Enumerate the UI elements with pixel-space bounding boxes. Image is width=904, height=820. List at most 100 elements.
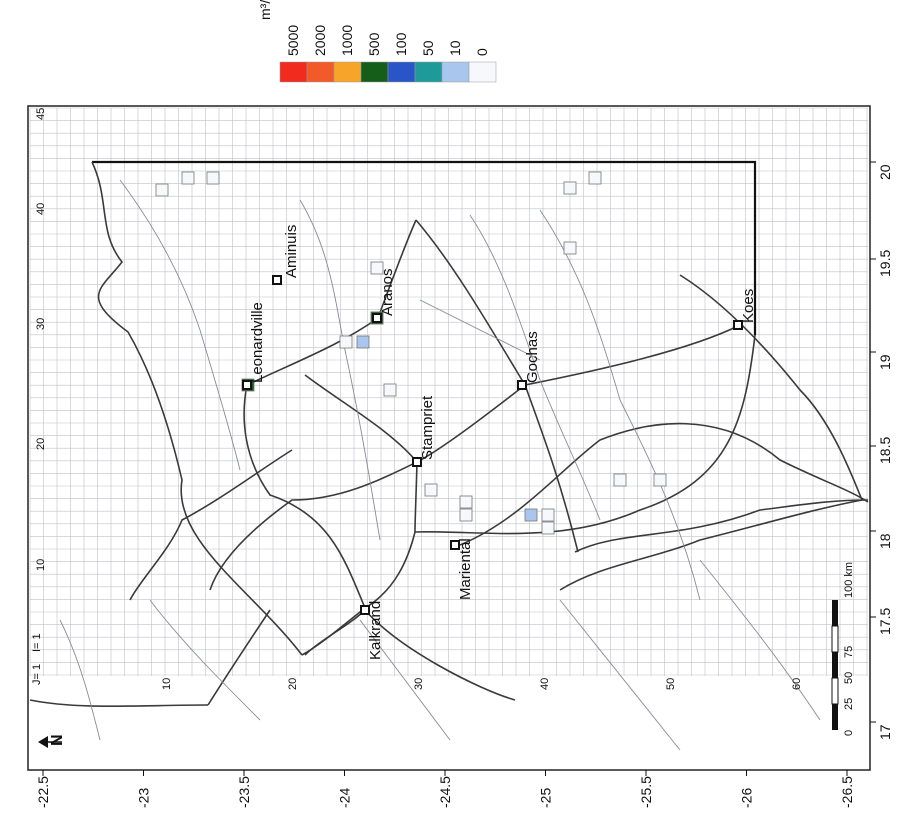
map-frame xyxy=(27,105,871,771)
legend-labels: 5000 2000 1000 500 100 50 10 0 xyxy=(285,25,490,56)
abstraction-cell xyxy=(653,473,667,487)
legend-swatch xyxy=(414,61,443,83)
grid-origin-i-label: I= 1 xyxy=(31,633,43,652)
grid-column-tick: 10 xyxy=(35,559,47,571)
town-marker xyxy=(450,540,460,550)
legend-swatch xyxy=(441,61,470,83)
grid-row-tick: 30 xyxy=(413,678,425,690)
longitude-tick: 17 xyxy=(877,724,893,740)
town-label: Aranos xyxy=(379,268,396,316)
grid-row-tick-labels: 10 20 30 40 50 60 xyxy=(161,678,803,690)
legend-swatch xyxy=(333,61,362,83)
longitude-tick: 19.5 xyxy=(877,250,893,277)
town-marker xyxy=(733,320,743,330)
latitude-tick: -25 xyxy=(538,788,554,808)
latitude-tick: -26 xyxy=(739,788,755,808)
scale-bar-label: 100 km xyxy=(843,562,855,598)
legend-swatch xyxy=(360,61,389,83)
grid-column-tick: 40 xyxy=(35,203,47,215)
latitude-tick: -22.5 xyxy=(35,776,51,808)
town-label: Stampriet xyxy=(419,395,436,460)
abstraction-cell xyxy=(356,335,370,349)
grid-origin-j-label: J= 1 xyxy=(31,664,43,685)
latitude-tick: -23 xyxy=(136,788,152,808)
town-label: Leonardville xyxy=(249,302,266,383)
abstraction-cell xyxy=(424,483,438,497)
scale-bar-label: 25 xyxy=(843,698,855,710)
legend-class-label: 0 xyxy=(474,48,490,56)
abstraction-cell xyxy=(155,183,169,197)
longitude-tick: 18.5 xyxy=(877,437,893,464)
town-marker xyxy=(360,605,370,615)
abstraction-cell xyxy=(459,508,473,522)
abstraction-cell xyxy=(541,521,555,535)
longitude-tick-labels: 17 17.5 18 18.5 19 19.5 20 xyxy=(870,161,893,740)
town-label: Mariental xyxy=(457,538,474,600)
legend-class-label: 5000 xyxy=(285,25,301,56)
latitude-tick-labels: -22.5 -23 -23.5 -24 -24.5 -25 -25.5 -26 -26.5 xyxy=(35,770,855,808)
legend-class-label: 500 xyxy=(366,32,382,56)
legend-swatch xyxy=(468,61,497,83)
longitude-tick: 18 xyxy=(877,533,893,549)
town-marker xyxy=(372,313,382,323)
town-label: Aminuis xyxy=(283,225,300,278)
town-label: Gochas xyxy=(524,331,541,383)
scale-bar-labels: 0 25 50 75 100 km xyxy=(843,562,855,736)
grid-row-tick: 40 xyxy=(539,678,551,690)
longitude-tick: 20 xyxy=(877,164,893,180)
town-marker xyxy=(517,380,527,390)
grid-column-tick: 30 xyxy=(35,318,47,330)
town-markers: Aminuis Leonardville Aranos Stampriet Gochas… xyxy=(242,225,757,660)
abstraction-cell xyxy=(339,335,353,349)
legend: m³/d 5000 2000 1000 500 100 50 10 0 xyxy=(257,0,497,83)
longitude-tick: 17.5 xyxy=(877,608,893,635)
model-boundary xyxy=(92,160,757,335)
legend-swatch xyxy=(387,61,416,83)
abstraction-cell xyxy=(206,171,220,185)
scale-bar-label: 75 xyxy=(843,646,855,658)
scale-bar-label: 50 xyxy=(843,672,855,684)
abstraction-cell xyxy=(588,171,602,185)
abstraction-cell xyxy=(613,473,627,487)
grid-row-tick: 10 xyxy=(161,678,173,690)
abstraction-cell xyxy=(181,171,195,185)
scale-bar-label: 0 xyxy=(843,730,855,736)
legend-swatch xyxy=(279,61,308,83)
town-label: Koes xyxy=(740,289,757,323)
town-marker xyxy=(412,457,422,467)
longitude-tick: 19 xyxy=(877,354,893,370)
latitude-tick: -25.5 xyxy=(638,776,654,808)
latitude-tick: -24.5 xyxy=(437,776,453,808)
legend-swatches xyxy=(279,61,497,83)
legend-class-label: 2000 xyxy=(312,25,328,56)
legend-class-label: 1000 xyxy=(339,25,355,56)
grid-row-tick: 50 xyxy=(665,678,677,690)
abstraction-cell xyxy=(459,495,473,509)
grid-column-tick-labels: 10 20 30 40 45 xyxy=(35,108,47,571)
town-marker xyxy=(272,275,282,285)
abstraction-cell xyxy=(383,383,397,397)
legend-swatch xyxy=(306,61,335,83)
rivers xyxy=(59,179,821,751)
town-label: Kalkrand xyxy=(367,601,384,660)
town-marker xyxy=(242,380,252,390)
legend-class-label: 10 xyxy=(447,40,463,56)
abstraction-cell xyxy=(370,261,384,275)
legend-class-label: 50 xyxy=(420,40,436,56)
grid-column-tick: 20 xyxy=(35,438,47,450)
abstraction-cell xyxy=(563,241,577,255)
legend-unit: m³/d xyxy=(257,0,273,20)
abstraction-cell xyxy=(541,508,555,522)
latitude-tick: -24 xyxy=(337,788,353,808)
model-grid xyxy=(29,107,868,676)
grid-row-tick: 20 xyxy=(287,678,299,690)
scale-bar: 0 25 50 75 100 km xyxy=(831,562,855,736)
latitude-tick: -26.5 xyxy=(839,776,855,808)
north-arrow-icon: N xyxy=(38,734,66,748)
abstraction-cell xyxy=(524,508,538,522)
grid-column-tick: 45 xyxy=(35,108,47,120)
legend-class-label: 100 xyxy=(393,32,409,56)
north-arrow-label: N xyxy=(49,734,66,746)
abstraction-cell xyxy=(563,181,577,195)
